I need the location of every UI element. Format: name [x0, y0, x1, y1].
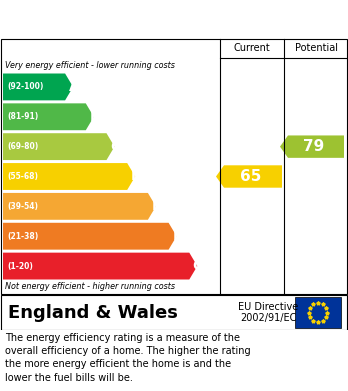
Bar: [295, 297, 341, 328]
Polygon shape: [216, 165, 282, 188]
Polygon shape: [3, 163, 135, 190]
Text: Very energy efficient - lower running costs: Very energy efficient - lower running co…: [5, 61, 175, 70]
Text: (55-68): (55-68): [7, 172, 38, 181]
Polygon shape: [3, 193, 156, 220]
Text: (81-91): (81-91): [7, 112, 38, 121]
Text: England & Wales: England & Wales: [8, 303, 178, 321]
Text: Potential: Potential: [294, 43, 338, 53]
Polygon shape: [3, 103, 94, 130]
Text: 65: 65: [240, 169, 262, 184]
Text: EU Directive
2002/91/EC: EU Directive 2002/91/EC: [238, 302, 298, 323]
Text: (92-100): (92-100): [7, 83, 44, 91]
Text: C: C: [110, 140, 121, 154]
Text: A: A: [69, 80, 79, 94]
Polygon shape: [280, 135, 344, 158]
Text: The energy efficiency rating is a measure of the
overall efficiency of a home. T: The energy efficiency rating is a measur…: [5, 333, 251, 383]
Text: (39-54): (39-54): [7, 202, 38, 211]
Text: Not energy efficient - higher running costs: Not energy efficient - higher running co…: [5, 282, 175, 291]
Polygon shape: [3, 253, 197, 280]
Text: E: E: [152, 199, 162, 213]
Text: F: F: [173, 229, 182, 243]
Text: B: B: [89, 110, 100, 124]
Polygon shape: [3, 133, 114, 160]
Text: Current: Current: [234, 43, 270, 53]
Text: D: D: [130, 170, 142, 183]
Polygon shape: [3, 223, 176, 249]
Text: (69-80): (69-80): [7, 142, 38, 151]
Text: 79: 79: [303, 139, 325, 154]
Text: (1-20): (1-20): [7, 262, 33, 271]
Polygon shape: [3, 74, 73, 100]
Text: Energy Efficiency Rating: Energy Efficiency Rating: [8, 11, 229, 27]
Text: (21-38): (21-38): [7, 232, 38, 241]
Text: G: G: [192, 259, 204, 273]
